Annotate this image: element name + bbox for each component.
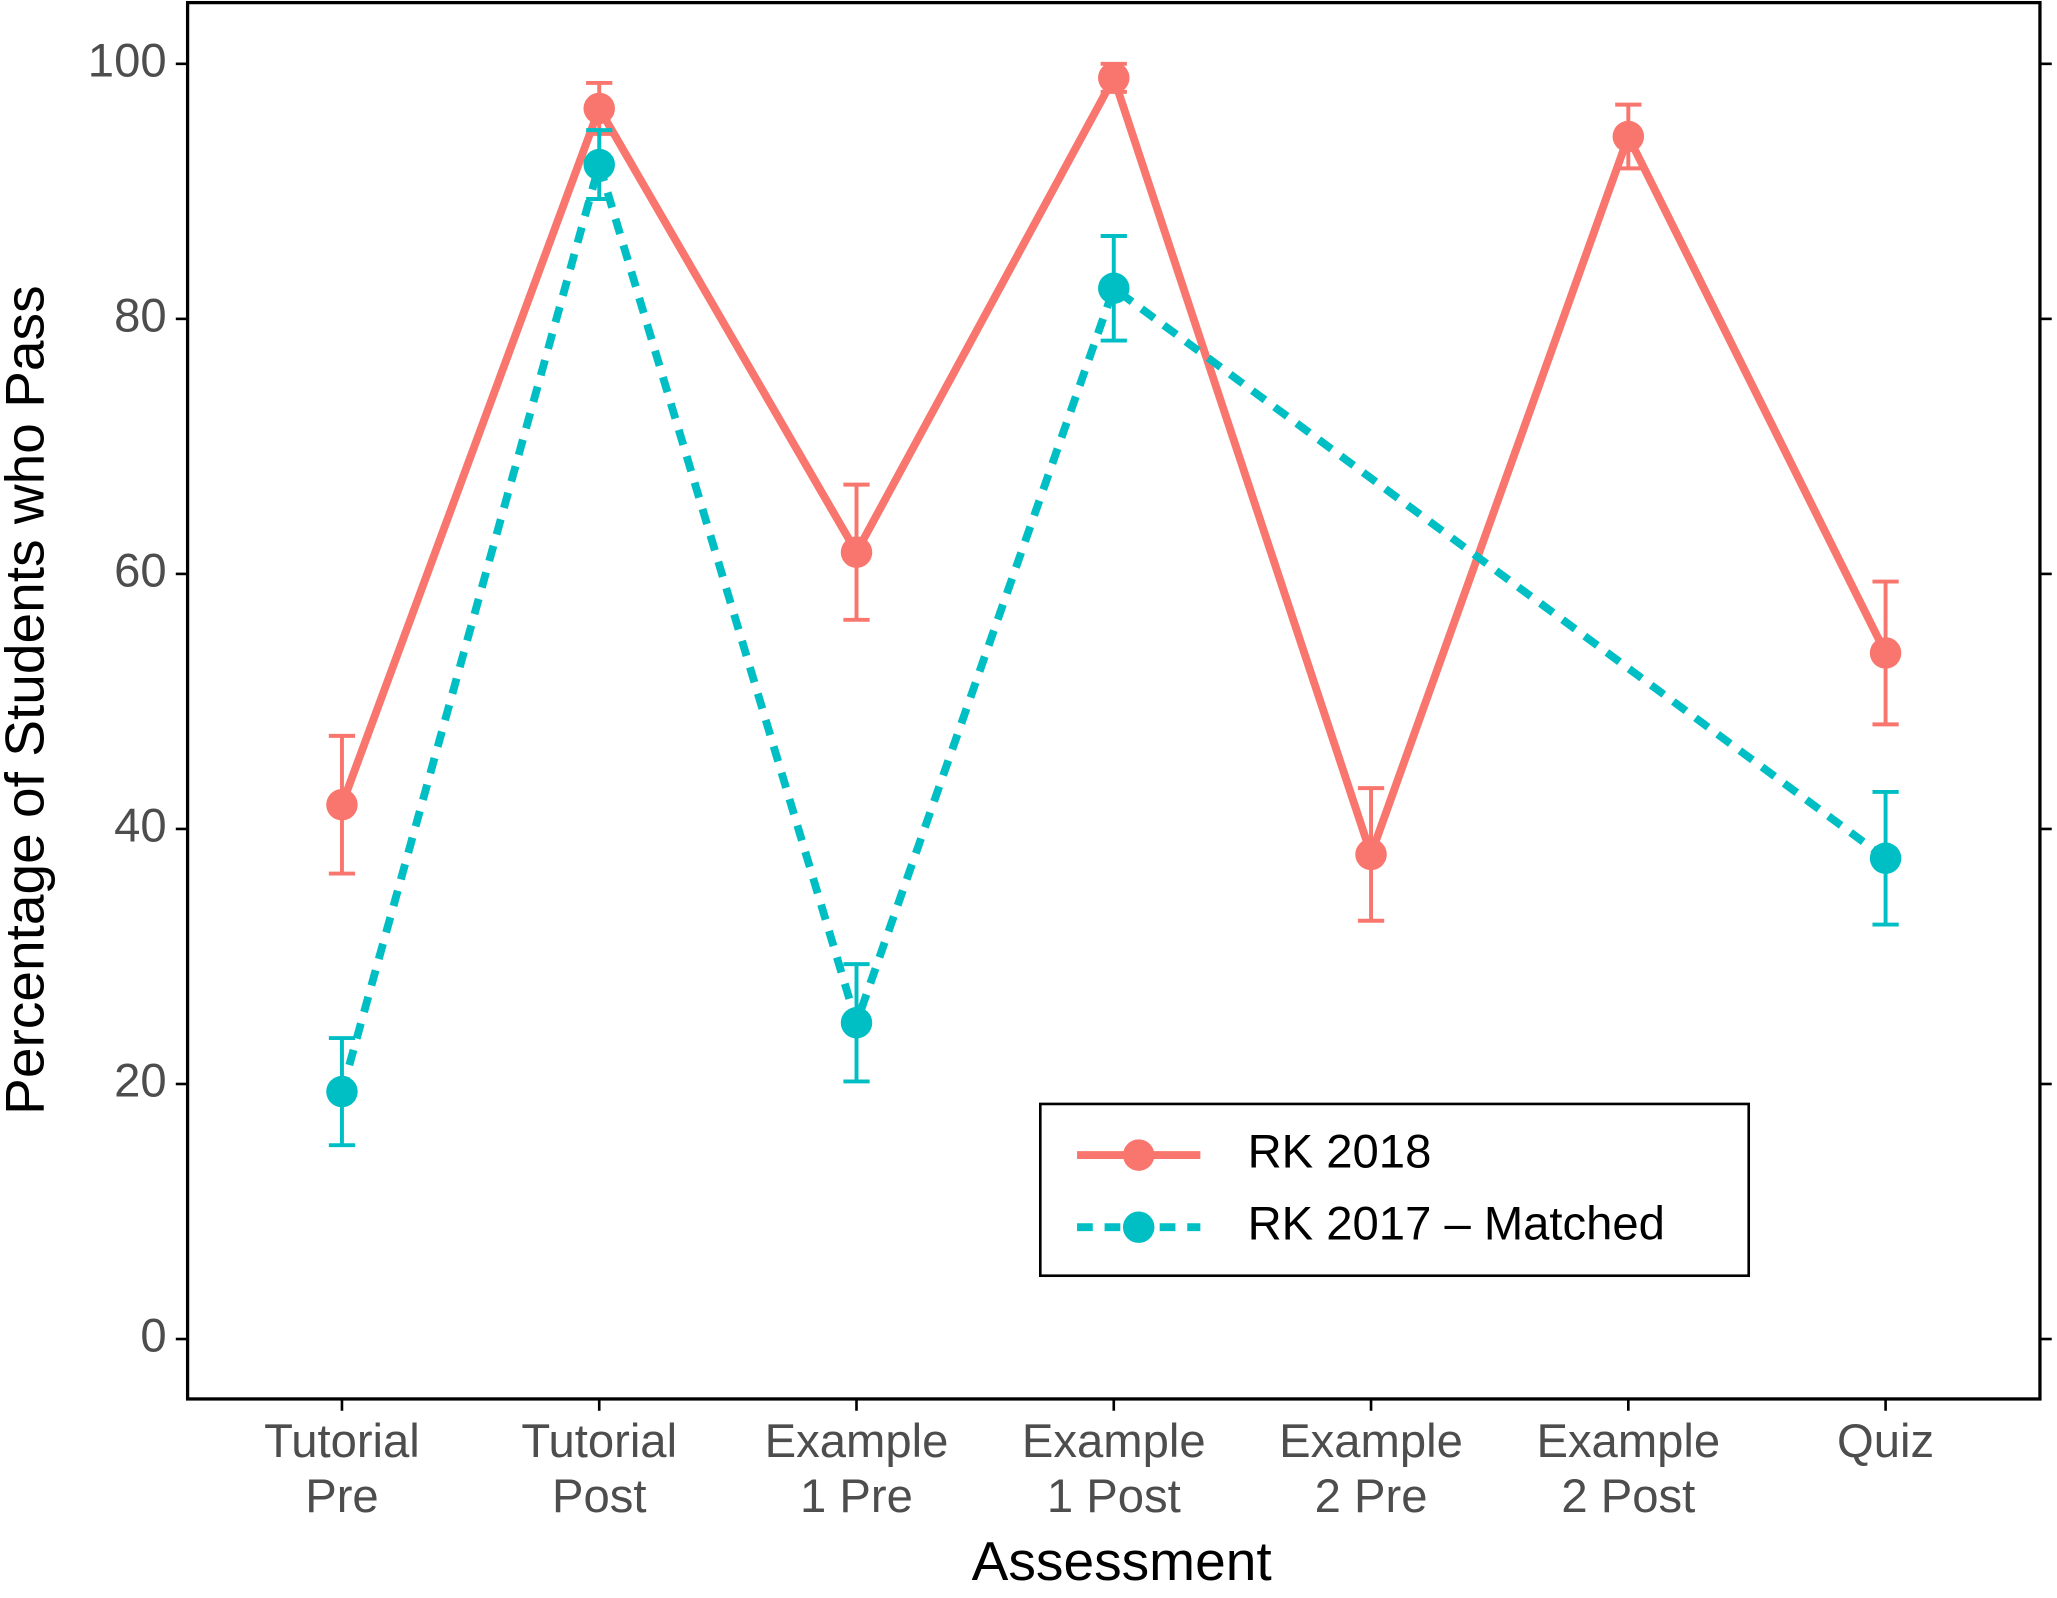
x-tick-label: Quiz (1837, 1415, 1934, 1468)
point (326, 788, 358, 821)
y-tick-label: 40 (114, 799, 167, 852)
legend-marker (1122, 1211, 1155, 1243)
x-tick-label: Tutorial Post (521, 1415, 677, 1523)
point (1098, 62, 1130, 94)
point (840, 536, 873, 568)
y-tick-label: 60 (114, 544, 167, 597)
y-axis-title: Percentage of Students who Pass (0, 285, 55, 1115)
x-tick-label: Example 2 Post (1536, 1415, 1720, 1523)
y-tick-label: 80 (114, 289, 167, 342)
x-tick-label: Example 1 Pre (765, 1415, 949, 1523)
point (1355, 838, 1387, 871)
point (1612, 120, 1645, 153)
y-tick-label: 0 (140, 1309, 166, 1362)
point (1869, 842, 1902, 875)
legend-label: RK 2017 – Matched (1248, 1198, 1665, 1251)
point (583, 92, 615, 125)
legend: RK 2018 RK 2017 – Matched (1038, 1102, 1751, 1278)
legend-marker (1122, 1139, 1155, 1171)
point (583, 148, 615, 181)
series-line (338, 67, 1890, 867)
point (326, 1075, 358, 1108)
x-tick-label: Example 1 Post (1022, 1415, 1206, 1523)
x-axis-title: Assessment (972, 1530, 1272, 1592)
x-tick-label: Example 2 Pre (1279, 1415, 1463, 1523)
point (840, 1007, 873, 1039)
x-tick-label: Tutorial Pre (264, 1415, 420, 1523)
y-tick-label: 100 (88, 34, 167, 87)
legend-box (1038, 1102, 1751, 1278)
y-tick-label: 20 (114, 1054, 167, 1107)
legend-label: RK 2018 (1248, 1126, 1432, 1179)
point (1098, 272, 1130, 304)
point (1869, 637, 1902, 669)
